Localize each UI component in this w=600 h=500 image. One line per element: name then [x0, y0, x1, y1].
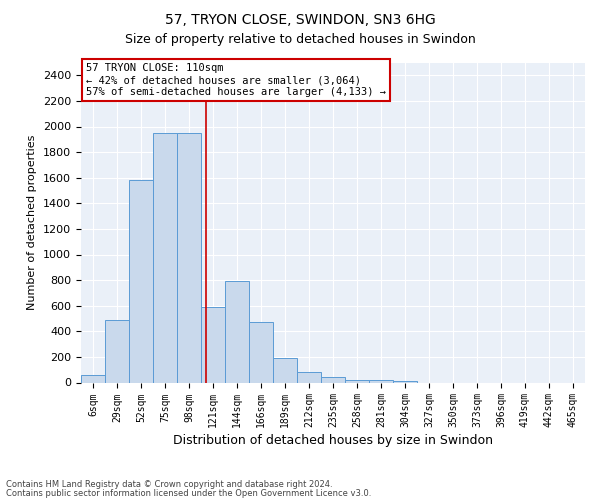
Bar	[177, 133, 201, 382]
Bar	[81, 375, 105, 382]
Bar	[201, 307, 225, 382]
Bar	[297, 372, 321, 382]
Text: Contains HM Land Registry data © Crown copyright and database right 2024.: Contains HM Land Registry data © Crown c…	[6, 480, 332, 489]
Text: Contains public sector information licensed under the Open Government Licence v3: Contains public sector information licen…	[6, 488, 371, 498]
Bar	[393, 381, 417, 382]
Bar	[321, 378, 345, 382]
Bar	[225, 282, 249, 382]
Bar	[249, 322, 273, 382]
Bar	[369, 380, 393, 382]
X-axis label: Distribution of detached houses by size in Swindon: Distribution of detached houses by size …	[173, 434, 493, 448]
Bar	[153, 133, 177, 382]
Bar	[273, 358, 297, 382]
Text: 57 TRYON CLOSE: 110sqm
← 42% of detached houses are smaller (3,064)
57% of semi-: 57 TRYON CLOSE: 110sqm ← 42% of detached…	[86, 64, 386, 96]
Bar	[129, 180, 153, 382]
Bar	[345, 380, 369, 382]
Bar	[105, 320, 129, 382]
Text: 57, TRYON CLOSE, SWINDON, SN3 6HG: 57, TRYON CLOSE, SWINDON, SN3 6HG	[164, 12, 436, 26]
Text: Size of property relative to detached houses in Swindon: Size of property relative to detached ho…	[125, 32, 475, 46]
Y-axis label: Number of detached properties: Number of detached properties	[28, 135, 37, 310]
